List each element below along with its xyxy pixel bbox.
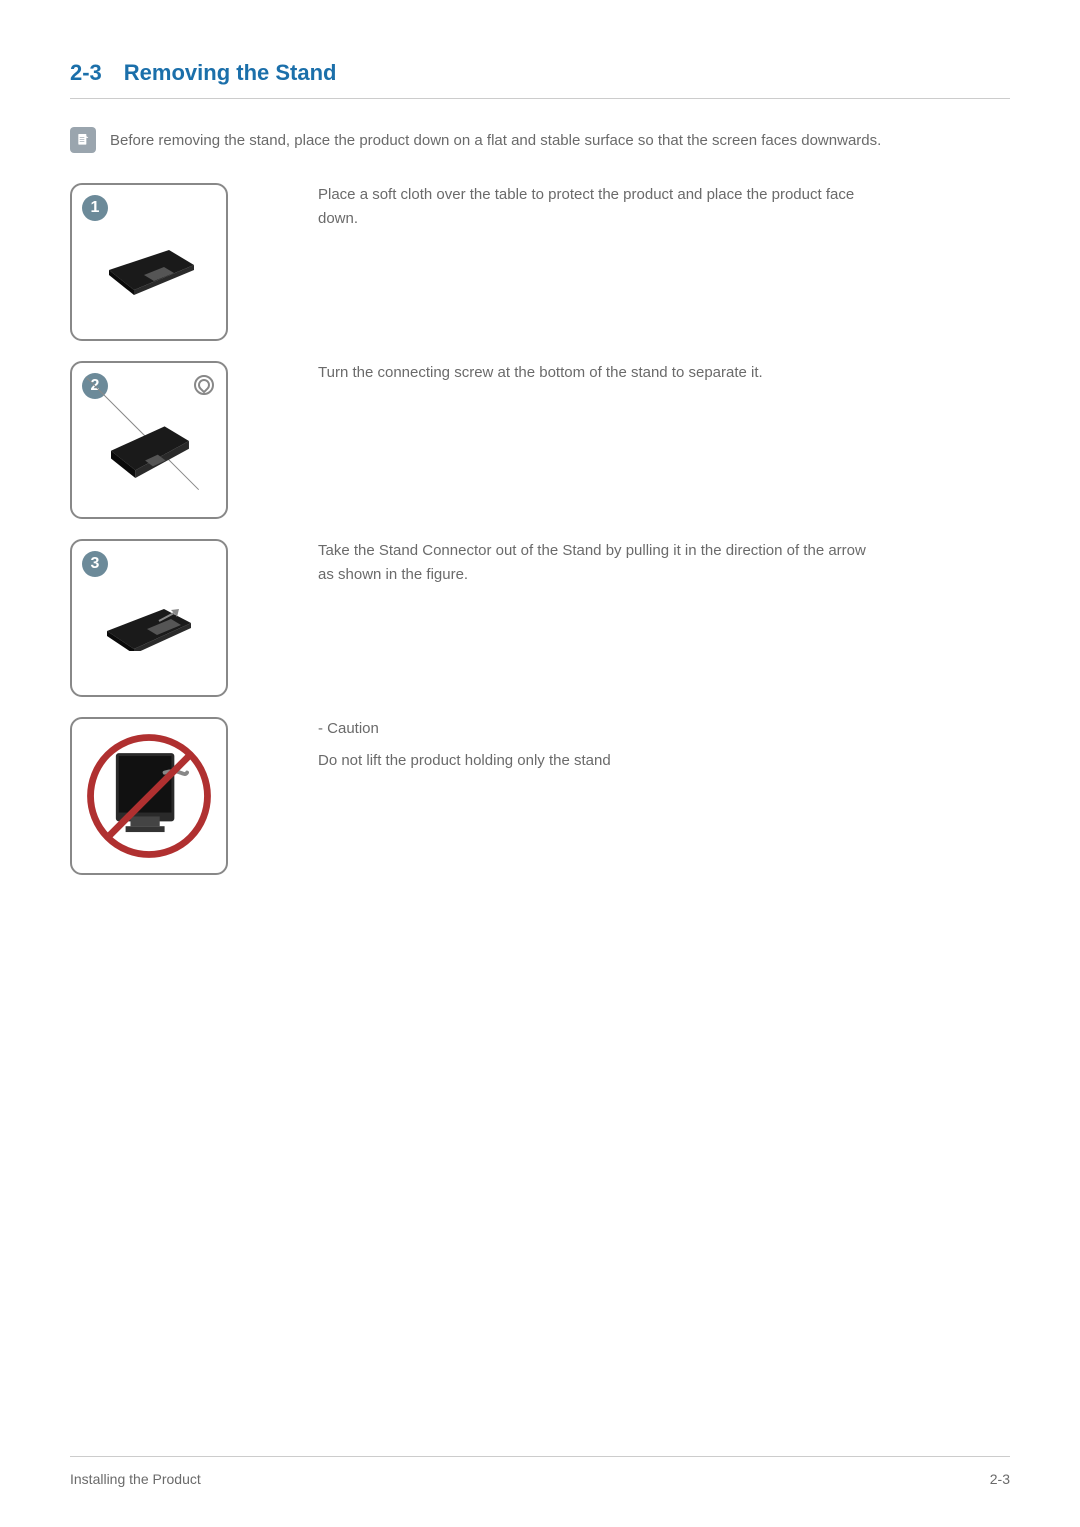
step-2-image: 2 bbox=[70, 361, 228, 519]
step-3-row: 3 Take the Stand Connector out of the St… bbox=[70, 539, 1010, 697]
step-1-image: 1 bbox=[70, 183, 228, 341]
step-1-description: Place a soft cloth over the table to pro… bbox=[318, 183, 878, 231]
caution-row: - Caution Do not lift the product holdin… bbox=[70, 717, 1010, 875]
step-3-description: Take the Stand Connector out of the Stan… bbox=[318, 539, 878, 587]
note-row: Before removing the stand, place the pro… bbox=[70, 127, 1010, 153]
note-text: Before removing the stand, place the pro… bbox=[110, 127, 881, 153]
step-1-row: 1 Place a soft cloth over the table to p… bbox=[70, 183, 1010, 341]
caution-image bbox=[70, 717, 228, 875]
note-icon bbox=[70, 127, 96, 153]
caution-label: - Caution bbox=[318, 717, 611, 741]
section-title: Removing the Stand bbox=[124, 60, 337, 85]
caution-text: Do not lift the product holding only the… bbox=[318, 749, 611, 773]
step-2-description: Turn the connecting screw at the bottom … bbox=[318, 361, 763, 385]
device-illustration-3-icon bbox=[99, 591, 199, 651]
device-illustration-1-icon bbox=[99, 235, 199, 295]
section-number: 2-3 bbox=[70, 60, 102, 85]
step-3-badge: 3 bbox=[82, 551, 108, 577]
device-illustration-2-icon bbox=[72, 363, 226, 517]
document-icon bbox=[75, 132, 91, 148]
footer-left: Installing the Product bbox=[70, 1471, 201, 1487]
step-1-badge: 1 bbox=[82, 195, 108, 221]
step-2-row: 2 Turn the connecting screw at the botto… bbox=[70, 361, 1010, 519]
caution-description: - Caution Do not lift the product holdin… bbox=[318, 717, 611, 773]
section-heading: 2-3 Removing the Stand bbox=[70, 60, 1010, 99]
page-footer: Installing the Product 2-3 bbox=[70, 1456, 1010, 1487]
step-3-image: 3 bbox=[70, 539, 228, 697]
footer-right: 2-3 bbox=[990, 1471, 1010, 1487]
prohibit-icon bbox=[72, 719, 226, 873]
